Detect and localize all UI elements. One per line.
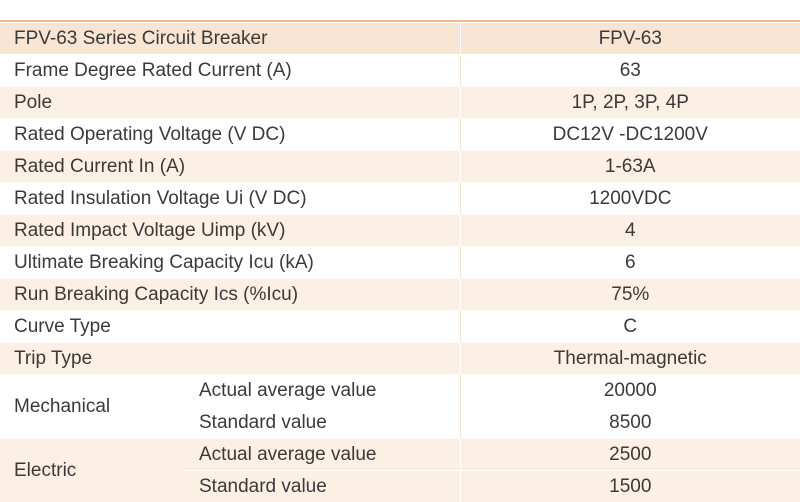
table-row: Trip Type Thermal-magnetic (0, 343, 800, 375)
row-label: Rated Operating Voltage (V DC) (0, 119, 460, 151)
table-row-group-mechanical: Mechanical Actual average value 20000 (0, 375, 800, 407)
row-value: C (460, 311, 800, 343)
row-value: 8500 (460, 407, 800, 439)
row-value: 6 (460, 247, 800, 279)
row-value: 4 (460, 215, 800, 247)
row-label: Frame Degree Rated Current (A) (0, 55, 460, 87)
row-label: Run Breaking Capacity Ics (%Icu) (0, 279, 460, 311)
sub-row-label: Standard value (182, 471, 460, 502)
row-label: Pole (0, 87, 460, 119)
row-value: 2500 (460, 439, 800, 471)
table-row: Rated Current In (A) 1-63A (0, 151, 800, 183)
row-label: Trip Type (0, 343, 460, 375)
header-value: FPV-63 (460, 23, 800, 55)
row-value: 75% (460, 279, 800, 311)
sub-row-label: Actual average value (182, 439, 460, 471)
row-value: DC12V -DC1200V (460, 119, 800, 151)
row-value: 1-63A (460, 151, 800, 183)
row-label: Ultimate Breaking Capacity Icu (kA) (0, 247, 460, 279)
row-value: 1500 (460, 471, 800, 502)
table-row: Pole 1P, 2P, 3P, 4P (0, 87, 800, 119)
row-label: Curve Type (0, 311, 460, 343)
row-value: 1200VDC (460, 183, 800, 215)
table-header-row: FPV-63 Series Circuit Breaker FPV-63 (0, 23, 800, 55)
table-row: Rated Operating Voltage (V DC) DC12V -DC… (0, 119, 800, 151)
group-label-mechanical: Mechanical (0, 375, 182, 439)
table-row-group-electric: Electric Actual average value 2500 (0, 439, 800, 471)
row-value: 20000 (460, 375, 800, 407)
row-label: Rated Insulation Voltage Ui (V DC) (0, 183, 460, 215)
sub-row-label: Actual average value (182, 375, 460, 407)
row-value: 1P, 2P, 3P, 4P (460, 87, 800, 119)
table-row: Ultimate Breaking Capacity Icu (kA) 6 (0, 247, 800, 279)
header-label: FPV-63 Series Circuit Breaker (0, 23, 460, 55)
table-row: Frame Degree Rated Current (A) 63 (0, 55, 800, 87)
sub-row-label: Standard value (182, 407, 460, 439)
table-row: Run Breaking Capacity Ics (%Icu) 75% (0, 279, 800, 311)
table-row: Rated Insulation Voltage Ui (V DC) 1200V… (0, 183, 800, 215)
table-row: Rated Impact Voltage Uimp (kV) 4 (0, 215, 800, 247)
spec-table: FPV-63 Series Circuit Breaker FPV-63 Fra… (0, 22, 800, 502)
top-margin (0, 0, 800, 20)
row-value: Thermal-magnetic (460, 343, 800, 375)
row-label: Rated Impact Voltage Uimp (kV) (0, 215, 460, 247)
group-label-electric: Electric (0, 439, 182, 502)
table-row: Curve Type C (0, 311, 800, 343)
row-label: Rated Current In (A) (0, 151, 460, 183)
row-value: 63 (460, 55, 800, 87)
